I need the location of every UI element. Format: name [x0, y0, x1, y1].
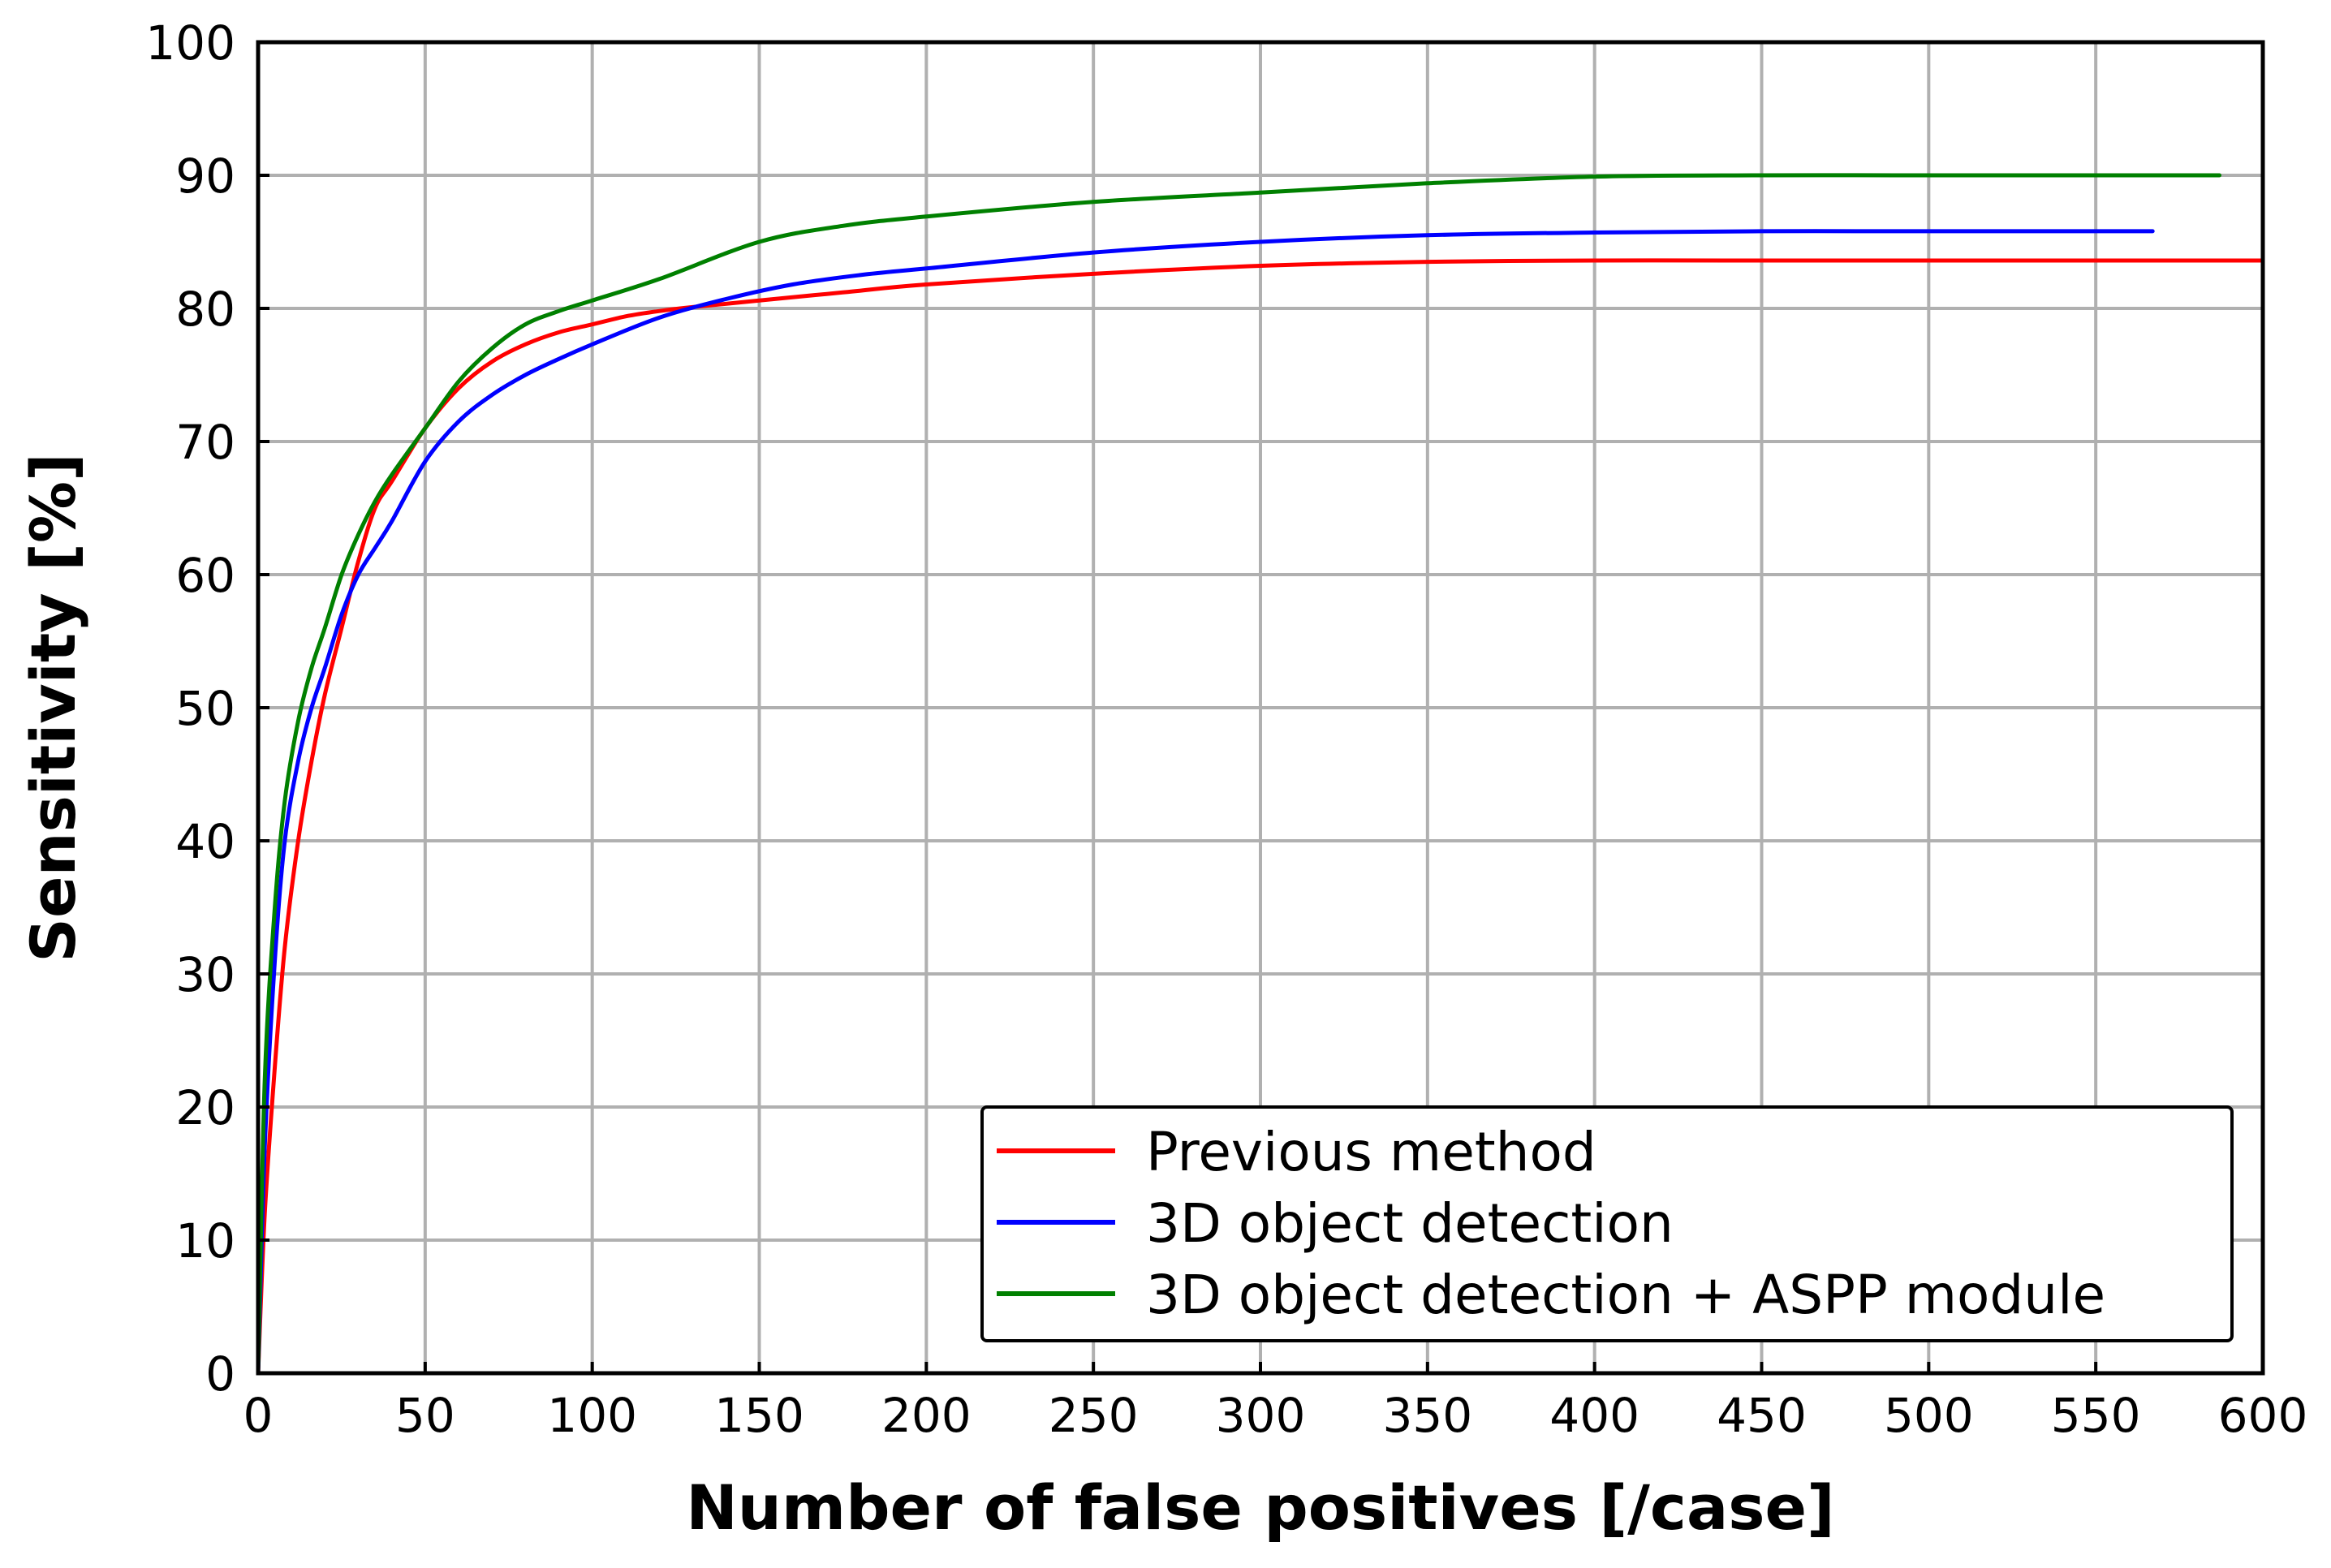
- series-line-3d-object-detection: [256, 229, 2155, 1376]
- legend-label-3d-object-detection-aspp: 3D object detection + ASPP module: [1146, 1264, 2105, 1326]
- x-tick-label-200: 200: [881, 1388, 972, 1443]
- legend-box: [980, 1105, 2234, 1342]
- y-tick-label-40: 40: [175, 814, 235, 869]
- y-tick-label-10: 10: [175, 1213, 235, 1269]
- x-tick-label-0: 0: [243, 1388, 274, 1443]
- x-tick-label-600: 600: [2218, 1388, 2308, 1443]
- y-tick-label-30: 30: [175, 947, 235, 1002]
- y-tick-label-20: 20: [175, 1080, 235, 1135]
- y-tick-label-100: 100: [145, 15, 235, 71]
- x-tick-label-350: 350: [1382, 1388, 1472, 1443]
- y-tick-label-70: 70: [175, 415, 235, 470]
- series-line-previous-method: [256, 258, 2265, 1376]
- x-tick-label-500: 500: [1884, 1388, 1974, 1443]
- legend: Previous method 3D object detection 3D o…: [980, 1105, 2234, 1342]
- x-tick-label-100: 100: [547, 1388, 637, 1443]
- series-line-3d-object-detection-aspp: [256, 173, 2221, 1376]
- x-tick-label-250: 250: [1049, 1388, 1139, 1443]
- axis-ticks: 0 50 100 150 200 250 300 350 400 450 500 550 600 0 10 2…: [145, 15, 2307, 1443]
- x-tick-label-50: 50: [395, 1388, 455, 1443]
- x-tick-label-300: 300: [1216, 1388, 1306, 1443]
- series-lines: [256, 173, 2265, 1376]
- x-axis-label: Number of false positives [/case]: [686, 1471, 1835, 1544]
- y-tick-label-80: 80: [175, 282, 235, 337]
- x-tick-label-550: 550: [2051, 1388, 2141, 1443]
- x-tick-label-450: 450: [1717, 1388, 1807, 1443]
- x-tick-label-150: 150: [714, 1388, 804, 1443]
- y-axis-label: Sensitivity [%]: [17, 453, 89, 963]
- legend-label-previous-method: Previous method: [1146, 1121, 1596, 1183]
- y-tick-label-50: 50: [175, 681, 235, 736]
- y-tick-label-0: 0: [205, 1346, 235, 1402]
- y-tick-label-90: 90: [175, 149, 235, 204]
- x-tick-label-400: 400: [1549, 1388, 1639, 1443]
- legend-label-3d-object-detection: 3D object detection: [1146, 1192, 1674, 1255]
- y-tick-label-60: 60: [175, 548, 235, 603]
